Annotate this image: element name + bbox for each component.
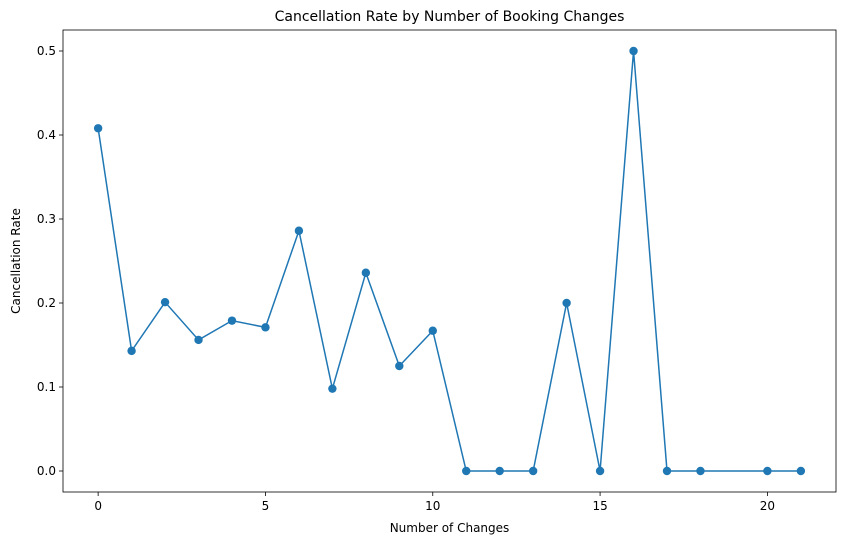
data-point [361,268,371,277]
data-point [528,466,538,476]
data-point [428,326,437,335]
y-axis: 0.0 0.1 0.2 0.3 0.4 0.5 [37,44,63,478]
data-point [294,226,304,235]
y-axis-label: Cancellation Rate [9,208,23,314]
data-point [462,466,471,476]
data-point [328,384,337,393]
x-tick-label: 10 [425,499,440,513]
x-tick-label: 20 [760,499,775,513]
x-axis-label: Number of Changes [390,521,510,535]
data-point [160,297,170,307]
y-tick-label: 0.1 [37,380,56,394]
data-point [629,46,638,56]
data-point [261,323,270,332]
data-point [194,335,203,345]
plot-frame [62,29,837,493]
data-point [395,361,404,371]
data-point [796,466,806,476]
x-tick-label: 5 [262,499,270,513]
plot-area [93,46,806,476]
data-point [696,466,705,476]
y-tick-label: 0.3 [37,212,56,226]
x-tick-label: 15 [592,499,607,513]
data-point [763,466,772,476]
data-point [227,316,237,325]
y-tick-label: 0.5 [37,44,56,58]
data-point [595,466,605,476]
data-point [127,346,136,356]
y-tick-label: 0.2 [37,296,56,310]
data-point [495,466,504,476]
chart-title: Cancellation Rate by Number of Booking C… [275,9,625,25]
data-point [662,466,672,476]
y-tick-label: 0.4 [37,128,56,142]
x-tick-label: 0 [94,499,102,513]
data-point [562,298,571,308]
y-tick-label: 0.0 [37,464,56,478]
data-point [93,124,103,133]
x-axis: 0 5 10 15 20 [94,492,775,513]
series-line [97,50,801,472]
